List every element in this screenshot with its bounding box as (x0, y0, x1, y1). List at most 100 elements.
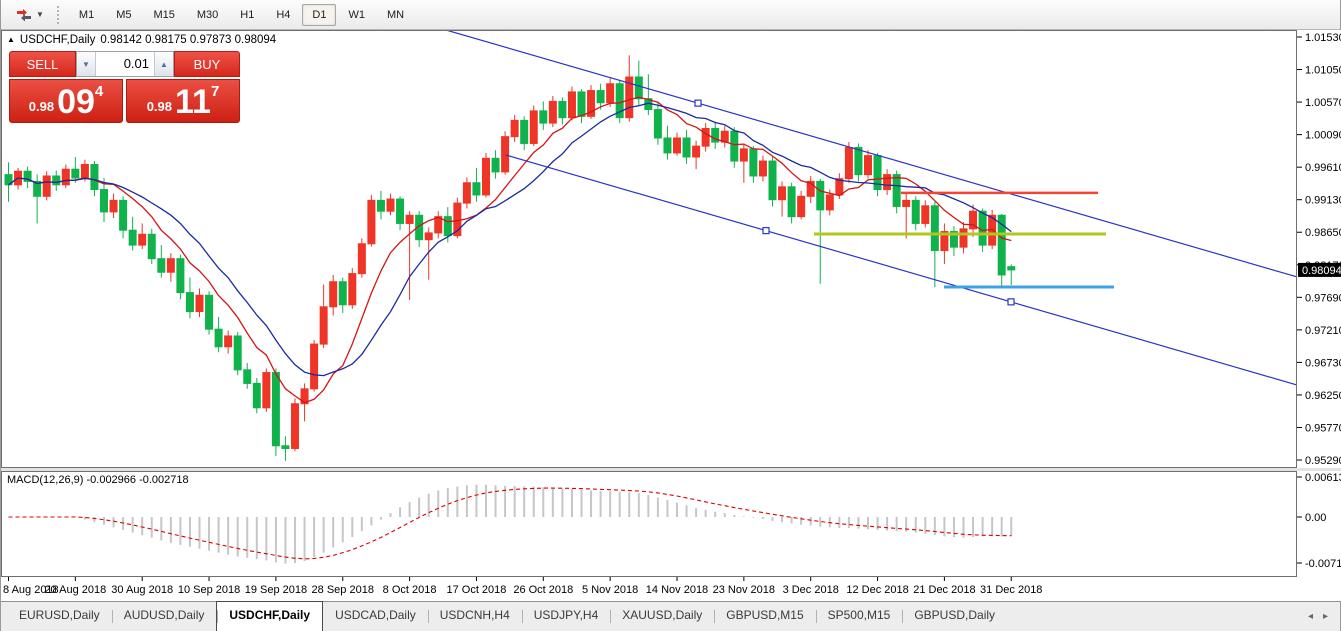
tab-audusd-daily[interactable]: AUDUSD,Daily (111, 602, 217, 631)
tab-usdcad-daily[interactable]: USDCAD,Daily (335, 608, 416, 622)
price-pane-border (1, 30, 1297, 468)
svg-text:0.96730: 0.96730 (1305, 357, 1341, 369)
svg-text:0.98650: 0.98650 (1305, 227, 1341, 239)
svg-text:1.00570: 1.00570 (1305, 97, 1341, 109)
macd-main-value: -0.002966 (86, 474, 137, 486)
svg-text:28 Sep 2018: 28 Sep 2018 (312, 584, 374, 596)
timeframe-button-w1[interactable]: W1 (348, 8, 365, 21)
tab-scroll-left-icon[interactable]: ◂ (1307, 611, 1313, 622)
svg-text:-0.007142: -0.007142 (1305, 558, 1341, 570)
bid-quote-box[interactable]: 0.98 09 4 (9, 79, 123, 123)
ask-price-prefix: 0.98 (146, 99, 172, 114)
svg-text:14 Nov 2018: 14 Nov 2018 (646, 584, 708, 596)
macd-indicator-label: MACD(12,26,9) -0.002966 -0.002718 (7, 474, 189, 486)
macd-signal-value: -0.002718 (139, 474, 189, 486)
svg-text:0.97210: 0.97210 (1305, 325, 1341, 337)
tab-usdcnh-h4[interactable]: USDCNH,H4 (427, 602, 522, 631)
trendline-anchor (694, 99, 702, 107)
buy-button[interactable]: BUY (174, 51, 240, 77)
svg-text:8 Oct 2018: 8 Oct 2018 (383, 584, 437, 596)
toolbar: ▼ M1 M5 M15 M30 H1 H4 D1 W1 MN (1, 0, 1340, 30)
svg-text:31 Dec 2018: 31 Dec 2018 (980, 584, 1042, 596)
svg-text:23 Nov 2018: 23 Nov 2018 (713, 584, 775, 596)
symbols-arrows-icon (17, 8, 31, 21)
tab-usdchf-daily[interactable]: USDCHF,Daily (216, 601, 324, 631)
ask-price-big: 11 (175, 83, 211, 121)
svg-text:0.96250: 0.96250 (1305, 390, 1341, 402)
bid-price-prefix: 0.98 (28, 99, 55, 114)
trendline-anchor (1007, 298, 1015, 306)
price-pane (4, 30, 1297, 461)
chart-tabbar: EURUSD,Daily AUDUSD,Daily USDCHF,Daily USDC… (1, 601, 1340, 631)
chart-title: ▲ USDCHF,Daily 0.98142 0.98175 0.97873 0… (7, 34, 276, 46)
timeframe-button-mn[interactable]: MN (386, 8, 405, 21)
ma-slow-line (8, 102, 1012, 377)
chart-region: 1.01530 1.01050 1.00570 1.00090 0.99610 0.991… (1, 30, 1341, 601)
tab-gbpusd-daily[interactable]: GBPUSD,Daily (902, 602, 1007, 631)
toolbar-grip[interactable] (56, 5, 59, 24)
macd-name: MACD(12,26,9) (7, 474, 84, 486)
svg-text:19 Sep 2018: 19 Sep 2018 (245, 584, 307, 596)
svg-text:21 Dec 2018: 21 Dec 2018 (913, 584, 975, 596)
macd-axis: 0.006137 0.00 -0.007142 (1297, 472, 1341, 570)
tab-eurusd-daily[interactable]: EURUSD,Daily (19, 608, 100, 622)
svg-text:17 Oct 2018: 17 Oct 2018 (446, 584, 506, 596)
candlesticks (4, 55, 1016, 461)
macd-pane (8, 484, 1013, 564)
trendline-anchor (762, 227, 770, 235)
chart-mode-button[interactable]: ▼ (9, 4, 50, 26)
svg-text:0.99130: 0.99130 (1305, 195, 1341, 207)
volume-input[interactable]: 0.01 (123, 56, 149, 71)
svg-text:0.00: 0.00 (1305, 512, 1326, 524)
timeframe-button-m15[interactable]: M15 (153, 8, 175, 21)
price-axis[interactable]: 1.01530 1.01050 1.00570 1.00090 0.99610 0.991… (1297, 32, 1341, 467)
svg-text:0.97690: 0.97690 (1305, 292, 1341, 304)
one-click-trade-panel: SELL ▼ 0.01 ▲ BUY 0.98 09 4 0.98 11 7 (9, 51, 240, 123)
svg-text:30 Aug 2018: 30 Aug 2018 (111, 584, 173, 596)
bid-price-pips: 4 (94, 83, 104, 100)
ma-fast-line (8, 96, 1012, 404)
collapse-arrow-icon[interactable]: ▲ (7, 34, 15, 44)
chart-tabs: EURUSD,Daily AUDUSD,Daily USDCHF,Daily USDC… (7, 601, 1007, 631)
ask-price-pips: 7 (210, 83, 220, 100)
trendline-channel-lower (505, 154, 1297, 386)
timeframe-button-m1[interactable]: M1 (78, 8, 95, 21)
tab-sp500-m15[interactable]: SP500,M15 (815, 602, 903, 631)
svg-text:0.95770: 0.95770 (1305, 422, 1341, 434)
timeframe-button-h1[interactable]: H1 (240, 8, 255, 21)
svg-text:0.95290: 0.95290 (1305, 455, 1341, 467)
svg-text:0.99610: 0.99610 (1305, 162, 1341, 174)
volume-decrease-button[interactable]: ▼ (77, 52, 96, 76)
svg-text:12 Dec 2018: 12 Dec 2018 (846, 584, 908, 596)
bid-price-big: 09 (57, 83, 95, 121)
timeframe-button-group: M1 M5 M15 M30 H1 H4 D1 W1 MN (68, 3, 415, 26)
current-price-tag: 0.98094 (1298, 262, 1341, 277)
tab-scroll-controls: ◂ ▸ (1308, 602, 1340, 631)
macd-pane-border (1, 471, 1297, 577)
volume-increase-button[interactable]: ▲ (154, 52, 173, 76)
volume-stepper: ▼ 0.01 ▲ (76, 51, 174, 77)
sell-button[interactable]: SELL (9, 51, 76, 77)
svg-text:10 Sep 2018: 10 Sep 2018 (178, 584, 240, 596)
macd-signal-line (8, 487, 1012, 560)
price-chart[interactable]: 1.01530 1.01050 1.00570 1.00090 0.99610 0.991… (1, 30, 1341, 601)
ask-quote-box[interactable]: 0.98 11 7 (126, 79, 240, 123)
tab-xauusd-daily[interactable]: XAUUSD,Daily (610, 602, 714, 631)
pane-splitter (1, 468, 1341, 471)
timeframe-button-m30[interactable]: M30 (196, 8, 219, 21)
tab-gbpusd-m15[interactable]: GBPUSD,M15 (714, 602, 815, 631)
svg-text:1.01530: 1.01530 (1305, 32, 1341, 44)
timeframe-button-d1[interactable]: D1 (302, 3, 337, 26)
timeframe-button-m5[interactable]: M5 (116, 8, 132, 21)
svg-text:26 Oct 2018: 26 Oct 2018 (513, 584, 573, 596)
tab-scroll-right-icon[interactable]: ▸ (1322, 611, 1328, 622)
svg-text:0.98094: 0.98094 (1302, 265, 1341, 277)
chevron-down-icon[interactable]: ▼ (36, 10, 44, 19)
svg-text:8 Aug 2018: 8 Aug 2018 (3, 584, 59, 596)
svg-text:0.006137: 0.006137 (1305, 472, 1341, 484)
svg-text:1.00090: 1.00090 (1305, 130, 1341, 142)
tab-usdjpy-h4[interactable]: USDJPY,H4 (521, 602, 610, 631)
timeframe-button-h4[interactable]: H4 (276, 8, 291, 21)
